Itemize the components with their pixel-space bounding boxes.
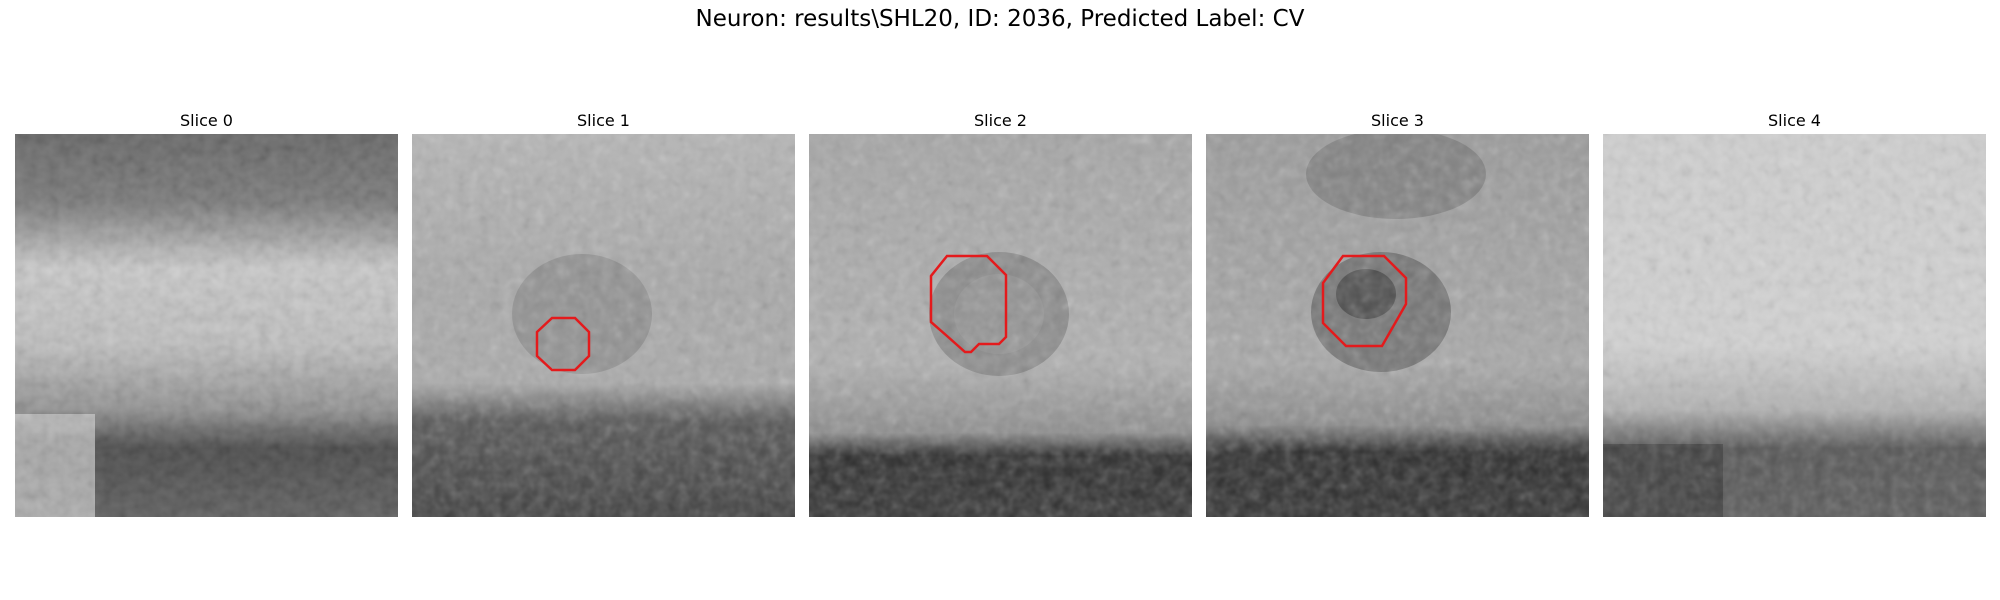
slice-title: Slice 4 [1768, 111, 1821, 130]
slice-panel-2: Slice 2 [809, 110, 1192, 517]
slice-image [1206, 134, 1589, 517]
slice-panel-0: Slice 0 [15, 110, 398, 517]
slice-panel-3: Slice 3 [1206, 110, 1589, 517]
slice-title: Slice 0 [180, 111, 233, 130]
contour-outline [1321, 254, 1408, 348]
slice-title: Slice 2 [974, 111, 1027, 130]
slice-image [1603, 134, 1986, 517]
contour-outline [535, 316, 591, 372]
slice-title: Slice 1 [577, 111, 630, 130]
slice-image [809, 134, 1192, 517]
contour-outline [929, 254, 1008, 354]
slice-panel-1: Slice 1 [412, 110, 795, 517]
slice-title: Slice 3 [1371, 111, 1424, 130]
slice-panel-4: Slice 4 [1603, 110, 1986, 517]
figure-title: Neuron: results\SHL20, ID: 2036, Predict… [695, 6, 1305, 32]
slice-image [15, 134, 398, 517]
slice-image [412, 134, 795, 517]
